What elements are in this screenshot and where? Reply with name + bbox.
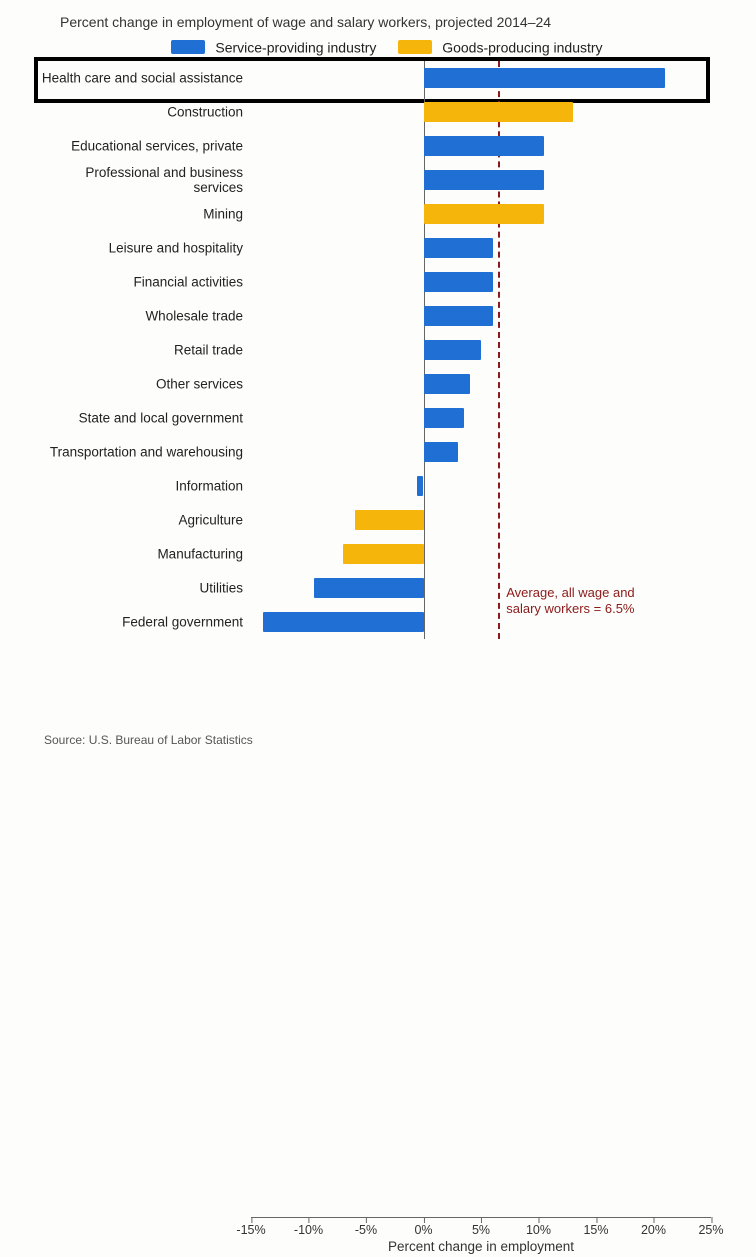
chart-row: Manufacturing xyxy=(251,537,711,571)
category-label: Utilities xyxy=(33,581,251,596)
chart-legend: Service-providing industry Goods-produci… xyxy=(20,38,736,55)
x-tick: -10% xyxy=(294,1223,323,1237)
chart-row: Retail trade xyxy=(251,333,711,367)
category-label: Retail trade xyxy=(33,343,251,358)
bar xyxy=(424,238,493,258)
category-label: Professional and business services xyxy=(33,165,251,195)
category-label: Health care and social assistance xyxy=(33,71,251,86)
chart-row: Transportation and warehousing xyxy=(251,435,711,469)
chart-row: Professional and business services xyxy=(251,163,711,197)
bar xyxy=(424,204,545,224)
chart-row: Agriculture xyxy=(251,503,711,537)
x-tick: 15% xyxy=(583,1223,608,1237)
category-label: State and local government xyxy=(33,411,251,426)
bar xyxy=(424,340,482,360)
bar xyxy=(424,306,493,326)
chart-row: Mining xyxy=(251,197,711,231)
bar xyxy=(424,102,574,122)
bar xyxy=(343,544,424,564)
x-axis: Percent change in employment -15%-10%-5%… xyxy=(251,1217,711,1257)
chart-row: Educational services, private xyxy=(251,129,711,163)
category-label: Educational services, private xyxy=(33,139,251,154)
chart-row: Health care and social assistance xyxy=(251,61,711,95)
x-tick: 10% xyxy=(526,1223,551,1237)
x-tick: 5% xyxy=(472,1223,490,1237)
bar xyxy=(424,68,666,88)
x-tick: 0% xyxy=(414,1223,432,1237)
bar xyxy=(424,136,545,156)
category-label: Federal government xyxy=(33,615,251,630)
legend-swatch-goods xyxy=(398,40,432,54)
bar xyxy=(355,510,424,530)
category-label: Manufacturing xyxy=(33,547,251,562)
legend-label-service: Service-providing industry xyxy=(215,39,376,55)
legend-label-goods: Goods-producing industry xyxy=(442,39,602,55)
bar xyxy=(263,612,424,632)
chart-row: Utilities xyxy=(251,571,711,605)
chart-page: Percent change in employment of wage and… xyxy=(0,0,756,749)
x-tick: 20% xyxy=(641,1223,666,1237)
bar xyxy=(424,374,470,394)
category-label: Leisure and hospitality xyxy=(33,241,251,256)
chart-row: Leisure and hospitality xyxy=(251,231,711,265)
bar xyxy=(314,578,423,598)
chart-row: Wholesale trade xyxy=(251,299,711,333)
category-label: Construction xyxy=(33,105,251,120)
source-citation: Source: U.S. Bureau of Labor Statistics xyxy=(44,733,736,747)
legend-swatch-service xyxy=(171,40,205,54)
x-tick: 25% xyxy=(698,1223,723,1237)
category-label: Information xyxy=(33,479,251,494)
chart-row: Financial activities xyxy=(251,265,711,299)
bar xyxy=(424,408,464,428)
plot-area: Average, all wage and salary workers = 6… xyxy=(250,61,711,639)
category-label: Mining xyxy=(33,207,251,222)
bar xyxy=(424,442,459,462)
category-label: Financial activities xyxy=(33,275,251,290)
chart-row: Construction xyxy=(251,95,711,129)
chart-row: State and local government xyxy=(251,401,711,435)
x-axis-label: Percent change in employment xyxy=(251,1239,711,1254)
category-label: Wholesale trade xyxy=(33,309,251,324)
chart-row: Other services xyxy=(251,367,711,401)
chart-row: Federal government xyxy=(251,605,711,639)
bar xyxy=(417,476,424,496)
chart-area: Average, all wage and salary workers = 6… xyxy=(30,61,736,689)
category-label: Agriculture xyxy=(33,513,251,528)
bar xyxy=(424,272,493,292)
chart-row: Information xyxy=(251,469,711,503)
x-tick: -5% xyxy=(355,1223,377,1237)
bar xyxy=(424,170,545,190)
x-tick: -15% xyxy=(236,1223,265,1237)
category-label: Other services xyxy=(33,377,251,392)
category-label: Transportation and warehousing xyxy=(33,445,251,460)
chart-title: Percent change in employment of wage and… xyxy=(60,14,736,30)
